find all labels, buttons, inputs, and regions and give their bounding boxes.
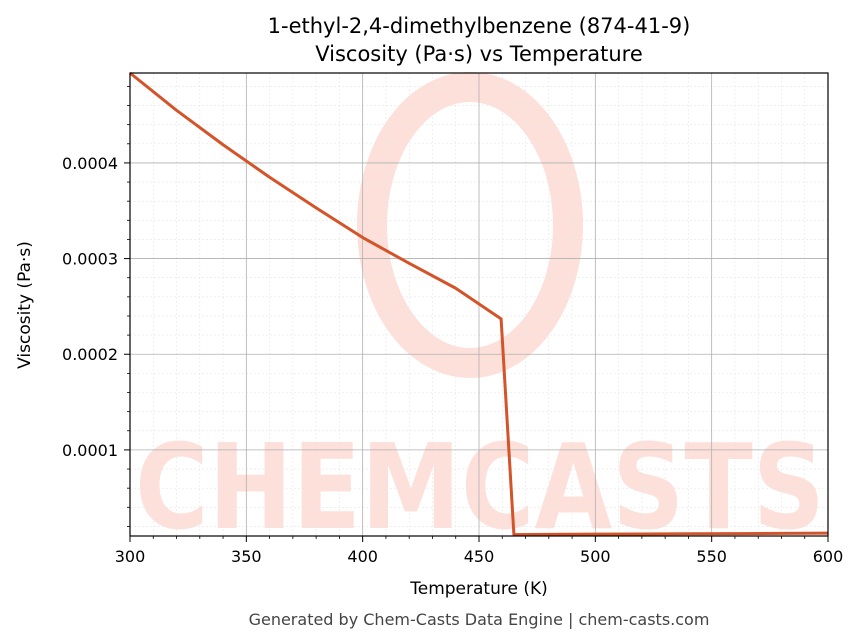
x-axis-ticks: 300 350 400 450 500 550 600 [115,536,844,566]
x-tick-label: 550 [696,547,727,566]
y-tick-label: 0.0003 [62,250,118,269]
chart-subtitle: Viscosity (Pa·s) vs Temperature [315,42,643,66]
chart-title: 1-ethyl-2,4-dimethylbenzene (874-41-9) [268,14,691,38]
watermark-text: CHEMCASTS [135,418,825,556]
x-axis-label: Temperature (K) [409,579,548,599]
series-layer [129,71,829,537]
x-tick-label: 400 [347,547,378,566]
y-tick-label: 0.0002 [62,345,118,364]
x-tick-label: 350 [231,547,262,566]
watermark-ring-icon [357,72,583,378]
viscosity-series-line [129,71,829,537]
y-tick-label: 0.0001 [62,441,118,460]
y-axis-ticks: 0.0001 0.0002 0.0003 0.0004 [62,85,130,527]
x-tick-label: 450 [464,547,495,566]
x-tick-label: 300 [115,547,146,566]
x-tick-label: 500 [580,547,611,566]
x-tick-label: 600 [813,547,844,566]
y-axis-label: Viscosity (Pa·s) [15,241,35,369]
footer-credit: Generated by Chem-Casts Data Engine | ch… [249,610,710,629]
y-tick-label: 0.0004 [62,154,118,173]
